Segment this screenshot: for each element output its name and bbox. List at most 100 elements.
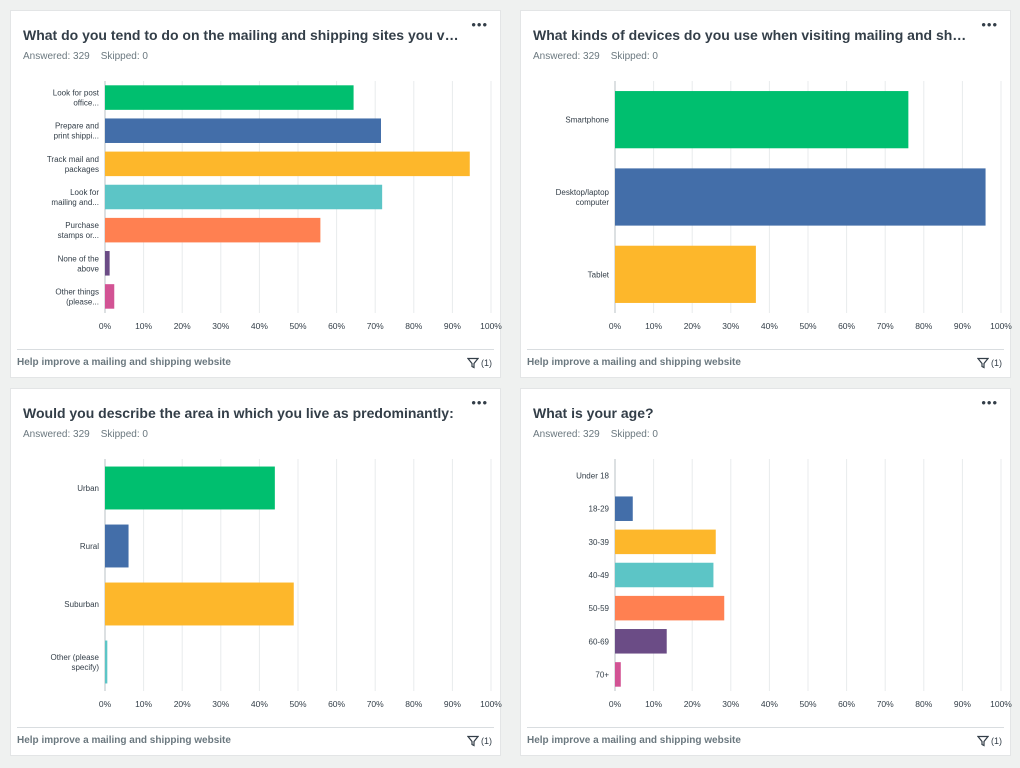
footer-divider <box>17 349 494 350</box>
bar <box>105 251 110 276</box>
bar <box>615 496 633 521</box>
bar-chart: 0% 10% 20% 30% 40% 50% 60% 70% 80% 90% 100% Look fo… <box>47 81 502 331</box>
category-label: Smartphone <box>565 116 609 125</box>
category-label: 18-29 <box>589 505 610 514</box>
filter-button[interactable]: (1) <box>977 357 1002 369</box>
question-card-1: What do you tend to do on the mailing an… <box>10 10 502 378</box>
question-card-4: What is your age? Answered: 329 Skipped: … <box>520 388 1012 756</box>
x-tick-label: 10% <box>645 321 662 331</box>
category-label-line: Suburban <box>64 600 99 609</box>
more-options-icon[interactable]: ••• <box>471 17 488 32</box>
category-label-line: Look for post <box>53 89 100 98</box>
bar <box>615 662 621 687</box>
answered-count: Answered: 329 <box>23 51 90 62</box>
category-label-line: Look for <box>70 188 99 197</box>
category-label: Desktop/laptop computer <box>556 188 610 207</box>
bar <box>105 151 470 177</box>
bar <box>105 640 108 684</box>
survey-link[interactable]: Help improve a mailing and shipping webs… <box>17 357 231 368</box>
x-tick-label: 70% <box>877 321 894 331</box>
bar-chart: 0% 10% 20% 30% 40% 50% 60% 70% 80% 90% 100% Under 1… <box>576 459 1012 709</box>
x-tick-label: 70% <box>877 699 894 709</box>
survey-link[interactable]: Help improve a mailing and shipping webs… <box>527 357 741 368</box>
category-label-line: None of the <box>58 254 100 263</box>
category-label: Tablet <box>588 270 610 279</box>
x-tick-label: 80% <box>915 699 932 709</box>
bar <box>105 118 381 143</box>
filter-icon <box>977 735 989 747</box>
x-tick-label: 10% <box>135 321 152 331</box>
category-label: Look for post office... <box>53 89 100 108</box>
answered-count: Answered: 329 <box>23 429 90 440</box>
bar <box>105 284 115 309</box>
category-label-line: 30-39 <box>589 538 610 547</box>
category-label-line: packages <box>65 165 99 174</box>
x-tick-label: 20% <box>684 699 701 709</box>
x-tick-label: 0% <box>609 699 622 709</box>
x-tick-label: 10% <box>135 699 152 709</box>
x-tick-label: 80% <box>405 321 422 331</box>
survey-link[interactable]: Help improve a mailing and shipping webs… <box>17 735 231 746</box>
category-label-line: Prepare and <box>55 122 99 131</box>
category-label: Other things (please... <box>55 287 99 306</box>
x-tick-label: 30% <box>722 321 739 331</box>
more-options-icon[interactable]: ••• <box>981 395 998 410</box>
bar <box>615 245 756 303</box>
question-card-3: Would you describe the area in which you… <box>10 388 502 756</box>
category-label: Other (please specify) <box>51 653 100 672</box>
x-tick-label: 20% <box>174 699 191 709</box>
category-label-line: Desktop/laptop <box>556 188 610 197</box>
bar <box>615 91 909 149</box>
skipped-count: Skipped: 0 <box>100 429 148 440</box>
bar-chart: 0% 10% 20% 30% 40% 50% 60% 70% 80% 90% 100% Smartph… <box>556 81 1012 331</box>
filter-button[interactable]: (1) <box>467 735 492 747</box>
category-label: None of the above <box>58 254 100 273</box>
response-stats: Answered: 329 Skipped: 0 <box>23 51 159 62</box>
category-label-line: Rural <box>80 542 99 551</box>
category-label-line: Track mail and <box>47 155 99 164</box>
category-label-line: 40-49 <box>589 571 610 580</box>
x-tick-label: 60% <box>328 321 345 331</box>
more-options-icon[interactable]: ••• <box>981 17 998 32</box>
category-label-line: Other (please <box>51 653 100 662</box>
x-tick-label: 0% <box>609 321 622 331</box>
more-options-icon[interactable]: ••• <box>471 395 488 410</box>
answered-count: Answered: 329 <box>533 51 600 62</box>
filter-icon <box>467 357 479 369</box>
x-tick-label: 0% <box>99 321 112 331</box>
x-tick-label: 40% <box>251 699 268 709</box>
x-tick-label: 90% <box>444 321 461 331</box>
x-tick-label: 100% <box>480 321 502 331</box>
x-tick-label: 40% <box>251 321 268 331</box>
filter-button[interactable]: (1) <box>467 357 492 369</box>
x-tick-label: 0% <box>99 699 112 709</box>
x-tick-label: 90% <box>444 699 461 709</box>
bar <box>615 595 725 621</box>
filter-count: (1) <box>481 736 492 746</box>
bar <box>105 524 129 568</box>
filter-icon <box>467 735 479 747</box>
survey-link[interactable]: Help improve a mailing and shipping webs… <box>527 735 741 746</box>
category-label: Urban <box>77 484 99 493</box>
category-label: Suburban <box>64 600 99 609</box>
response-stats: Answered: 329 Skipped: 0 <box>23 429 159 440</box>
category-label-line: stamps or... <box>58 231 99 240</box>
x-tick-label: 10% <box>645 699 662 709</box>
filter-count: (1) <box>991 736 1002 746</box>
category-label-line: above <box>77 264 99 273</box>
x-tick-label: 50% <box>289 699 306 709</box>
bar <box>105 582 294 626</box>
category-label: Rural <box>80 542 99 551</box>
skipped-count: Skipped: 0 <box>100 51 148 62</box>
x-tick-label: 60% <box>838 699 855 709</box>
category-label: Prepare and print shippi... <box>54 122 99 141</box>
x-tick-label: 80% <box>405 699 422 709</box>
category-label-line: mailing and... <box>51 198 99 207</box>
bar <box>105 466 275 510</box>
category-label-line: Smartphone <box>565 116 609 125</box>
category-label-line: 18-29 <box>589 505 610 514</box>
filter-count: (1) <box>991 358 1002 368</box>
skipped-count: Skipped: 0 <box>610 429 658 440</box>
category-label-line: office... <box>73 99 99 108</box>
filter-button[interactable]: (1) <box>977 735 1002 747</box>
